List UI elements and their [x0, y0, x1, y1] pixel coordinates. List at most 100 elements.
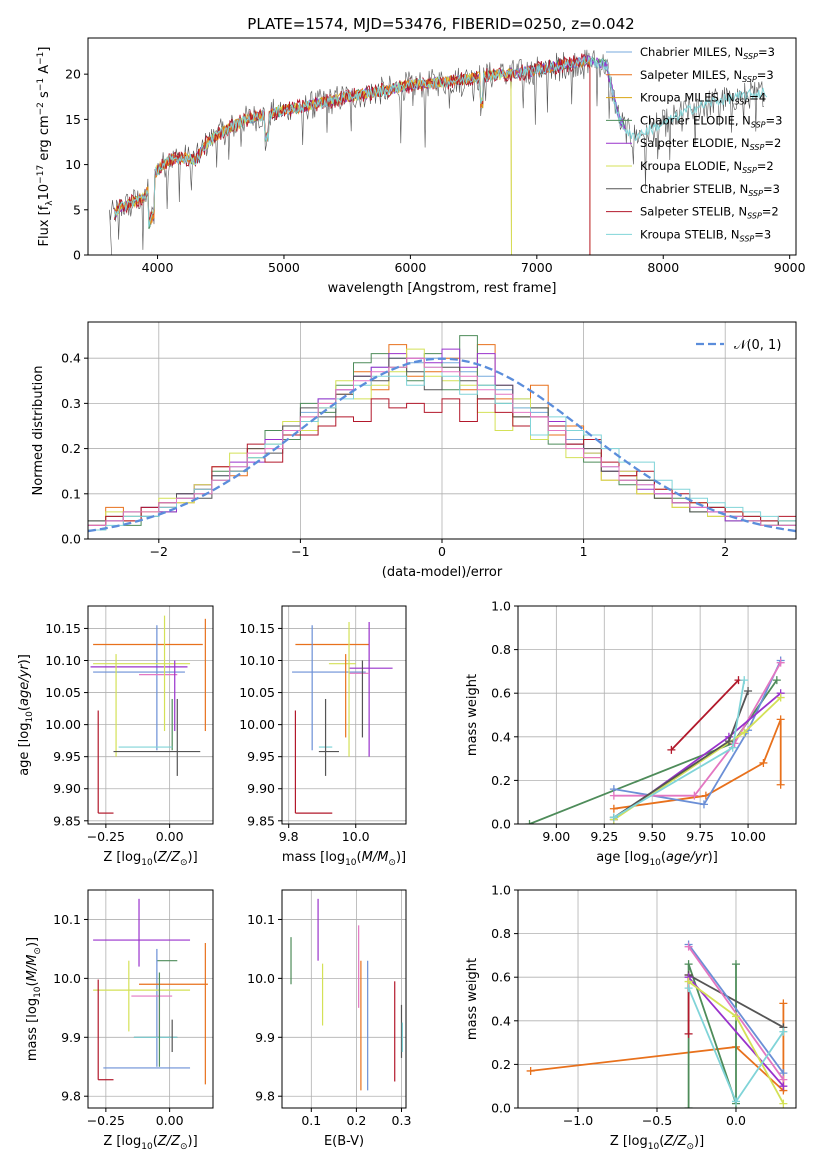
- x-tick-label: −0.25: [87, 1113, 125, 1128]
- label-part: )]: [188, 850, 198, 865]
- label-part: =3: [758, 45, 775, 59]
- label-part: λ: [45, 200, 55, 206]
- y-tick-label: 1.0: [491, 883, 511, 898]
- legend-label: Kroupa STELIB, NSSP=3: [640, 227, 771, 243]
- weight-marker: [779, 999, 788, 1008]
- spectrum-line-salpeter-stelib: [114, 53, 591, 255]
- x-tick-label: 6000: [394, 260, 426, 275]
- age_vs_Z-frame: [87, 605, 214, 825]
- y-tick-label: 9.85: [247, 813, 275, 828]
- label-part: −17: [36, 165, 46, 184]
- residuals-plot-area: [88, 335, 796, 533]
- histogram-pink: [88, 357, 796, 526]
- label-part: SSP: [751, 120, 766, 129]
- label-part: SSP: [742, 75, 757, 84]
- y-tick-label: 0.8: [491, 926, 511, 941]
- legend-label: Salpeter STELIB, NSSP=2: [640, 205, 779, 221]
- weight-line-blue: [613, 660, 782, 806]
- x-tick-label: 4000: [142, 260, 174, 275]
- label-part: ⊙: [180, 1142, 188, 1152]
- x-tick-label: 9.50: [638, 829, 666, 844]
- y-tick-label: 9.8: [61, 1089, 81, 1104]
- weight_vs_Z-x-axis-label: Z [log10(Z/Z⊙)]: [610, 1134, 704, 1152]
- y-tick-label: 0.0: [491, 817, 511, 832]
- legend-label: Salpeter MILES, NSSP=3: [640, 68, 774, 84]
- weight-marker: [728, 743, 737, 752]
- label-part: ⊙: [180, 858, 188, 868]
- label-part: (: [659, 1134, 664, 1149]
- legend-label: Chabrier MILES, NSSP=3: [640, 45, 775, 61]
- y-tick-label: 9.85: [53, 813, 81, 828]
- weight_vs_Z-y-axis-label: mass weight: [465, 958, 480, 1040]
- x-tick-label: −1: [291, 544, 309, 559]
- weight-marker: [609, 804, 618, 813]
- label-part: age/yr: [666, 850, 709, 865]
- label-part: Kroupa STELIB, N: [640, 227, 740, 241]
- weight_vs_age-plot-area: [525, 656, 785, 824]
- label-part: 10: [25, 711, 35, 723]
- figure-title: PLATE=1574, MJD=53476, FIBERID=0250, z=0…: [247, 15, 634, 33]
- weight_vs_Z-plot-area: [526, 940, 788, 1108]
- mass_vs_Z-plot-area: [93, 898, 208, 1085]
- x-tick-label: 10.00: [730, 829, 766, 844]
- y-tick-label: 0.0: [61, 532, 81, 547]
- weight-marker: [772, 676, 781, 685]
- y-tick-label: 10: [65, 157, 81, 172]
- weight_vs_age-x-axis-label: age [log10(age/yr)]: [596, 850, 718, 868]
- label-part: =2: [764, 136, 781, 150]
- x-tick-label: 1: [580, 544, 588, 559]
- weight-marker: [776, 693, 785, 702]
- mass_vs_Z-x-axis-label: Z [log10(Z/Z⊙)]: [103, 1134, 197, 1152]
- x-tick-label: 0.2: [346, 1113, 366, 1128]
- age_vs_Z-plot-area: [90, 615, 206, 814]
- weight-line-salpeter-miles: [530, 1003, 785, 1093]
- spectrum-line-chabrier-stelib: [109, 49, 764, 255]
- age_vs_Z-panel: −0.25 0.00 9.85 9.90 9.95 10.00 10.05 10.10 10.1…: [17, 605, 214, 868]
- x-tick-label: −0.5: [642, 1113, 672, 1128]
- legend-label: Kroupa MILES, NSSP=4: [640, 91, 766, 107]
- x-tick-label: 0: [438, 544, 446, 559]
- weight-marker: [740, 676, 749, 685]
- y-tick-label: 0.2: [491, 1057, 511, 1072]
- spectrum-line-kroupa-stelib: [114, 55, 768, 227]
- weight-marker: [731, 1097, 740, 1106]
- legend-label: Chabrier STELIB, NSSP=3: [640, 182, 780, 198]
- x-tick-label: 0.3: [392, 1113, 412, 1128]
- weight-marker: [731, 960, 740, 969]
- x-tick-label: 2: [721, 544, 729, 559]
- spectrum-y-axis-label: Flux [fλ10−17 erg cm−2 s−1 A−1]: [36, 47, 55, 247]
- label-part: s: [37, 91, 52, 102]
- y-tick-label: 0.4: [491, 729, 511, 744]
- label-part: 10: [37, 184, 52, 201]
- y-tick-label: 9.90: [53, 781, 81, 796]
- x-tick-label: −0.25: [87, 829, 125, 844]
- label-part: =2: [757, 159, 774, 173]
- x-tick-label: −2: [150, 544, 168, 559]
- y-tick-label: 10.0: [247, 971, 275, 986]
- label-part: (: [357, 850, 362, 865]
- spectrum-line-kroupa-miles: [114, 68, 512, 255]
- weight-marker: [724, 737, 733, 746]
- label-part: SSP: [747, 212, 762, 221]
- label-part: )]: [694, 1134, 704, 1149]
- age_vs_mass-frame: [281, 605, 407, 825]
- y-tick-label: 0.3: [61, 396, 81, 411]
- label-part: Salpeter MILES, N: [640, 68, 742, 82]
- label-part: Z [log: [103, 1134, 141, 1149]
- label-part: 10: [141, 1142, 153, 1152]
- y-tick-label: 10.0: [53, 971, 81, 986]
- label-part: )]: [17, 654, 32, 664]
- label-part: age [log: [596, 850, 649, 865]
- label-part: SSP: [742, 166, 757, 175]
- weight_vs_Z-panel: −1.0 −0.5 0.0 0.0 0.2 0.4 0.6 0.8 1.0 Z [log10(Z/…: [465, 883, 797, 1152]
- label-part: 10: [345, 858, 357, 868]
- age_vs_mass-panel: 9.8 10.0 9.85 9.90 9.95 10.00 10.05 10.10 10.15 m…: [239, 605, 407, 868]
- x-tick-label: 5000: [268, 260, 300, 275]
- label-part: 10: [141, 858, 153, 868]
- label-part: 10: [649, 858, 661, 868]
- label-part: =3: [754, 227, 771, 241]
- y-tick-label: 0.4: [491, 1013, 511, 1028]
- y-tick-label: 0.2: [61, 441, 81, 456]
- label-part: Chabrier ELODIE, N: [640, 113, 751, 127]
- weight-marker: [759, 758, 768, 767]
